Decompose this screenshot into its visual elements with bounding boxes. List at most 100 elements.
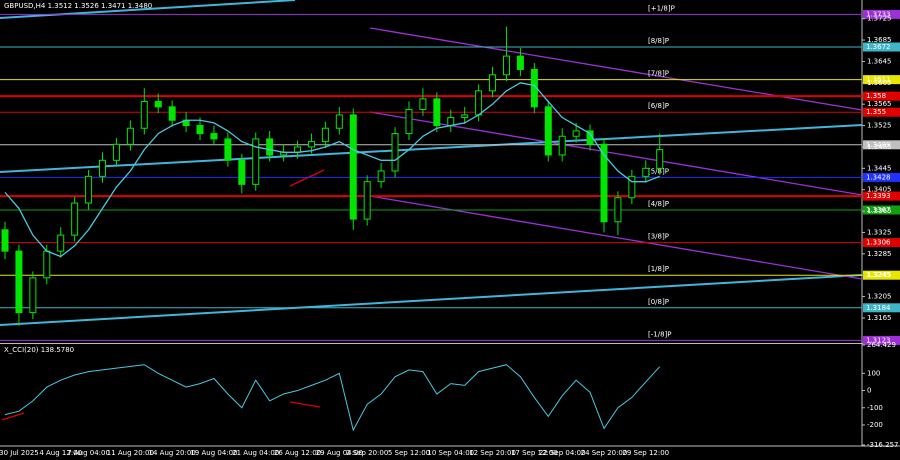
level-label: [-1/8]P bbox=[648, 330, 671, 338]
level-label: [5/8]P bbox=[648, 167, 669, 175]
y-tick-label: 1.3325 bbox=[867, 228, 892, 236]
level-tag bbox=[863, 303, 900, 313]
level-value: 1.3367 bbox=[866, 206, 891, 214]
level-tag bbox=[863, 91, 900, 101]
level-value: 1.3245 bbox=[866, 271, 891, 279]
candle-body bbox=[1, 229, 9, 252]
level-tag bbox=[863, 107, 900, 117]
level-value: 1.3672 bbox=[866, 43, 891, 51]
level-label: [6/8]P bbox=[648, 102, 669, 110]
x-tick-label: 4 Aug 12:00 bbox=[39, 449, 82, 457]
candle-body bbox=[614, 197, 622, 223]
candle-body bbox=[168, 106, 176, 121]
level-value: 1.3306 bbox=[866, 239, 891, 247]
candle-body bbox=[628, 175, 636, 199]
x-tick-label: 29 Sep 12:00 bbox=[622, 449, 669, 457]
divergence-line bbox=[1, 412, 25, 421]
candle-body bbox=[335, 114, 343, 129]
candle-body bbox=[210, 133, 218, 140]
y-tick-label: 1.3725 bbox=[867, 15, 892, 23]
candle-body bbox=[29, 277, 37, 314]
levels: 1.3733 [+1/8]P 1.3672 [8/8]P 1.3611 [7/8]P 1.3… bbox=[0, 4, 900, 345]
level-value: 1.358 bbox=[866, 92, 886, 100]
level-label: [+1/8]P bbox=[648, 4, 675, 12]
candle-body bbox=[43, 250, 51, 279]
level-tag bbox=[863, 9, 900, 19]
candle-body bbox=[558, 135, 566, 156]
y-tick-label: 264.429 bbox=[867, 341, 896, 349]
x-tick-label: 22 Sep 04:00 bbox=[539, 449, 586, 457]
level-tag bbox=[863, 335, 900, 345]
level-value: 1.3428 bbox=[866, 173, 891, 181]
x-tick-label: 12 Sep 20:00 bbox=[469, 449, 516, 457]
candle-body bbox=[391, 133, 399, 172]
indicator-title: X_CCI(20) 138.5780 bbox=[4, 346, 74, 354]
candle-body bbox=[447, 117, 455, 127]
candle-body bbox=[154, 101, 162, 108]
y-tick-label: -316.257 bbox=[867, 441, 898, 449]
candle-body bbox=[363, 181, 371, 220]
candle-body bbox=[405, 109, 413, 135]
candle-body bbox=[307, 141, 315, 148]
y-tick-label: 1.3685 bbox=[867, 36, 892, 44]
y-tick-label: 1.3605 bbox=[867, 79, 892, 87]
candle-body bbox=[502, 55, 510, 76]
y-tick-label: 1.3645 bbox=[867, 57, 892, 65]
level-value: 1.355 bbox=[866, 108, 886, 116]
y-tick-label: 1.3405 bbox=[867, 186, 892, 194]
level-label: [7/8]P bbox=[648, 70, 669, 78]
x-tick-label: 19 Aug 04:00 bbox=[190, 449, 237, 457]
candle-body bbox=[656, 149, 664, 169]
level-tag bbox=[863, 205, 900, 215]
x-tick-label: 29 Aug 04:00 bbox=[316, 449, 363, 457]
trend-line bbox=[0, 124, 863, 173]
candle-body bbox=[266, 138, 274, 156]
plot bbox=[1, 26, 664, 432]
x-tick-label: 5 Sep 12:00 bbox=[388, 449, 430, 457]
y-tick-label: 1.3445 bbox=[867, 164, 892, 172]
level-tag bbox=[863, 270, 900, 280]
y-tick-label: -100 bbox=[867, 404, 883, 412]
trend-line bbox=[0, 274, 863, 326]
candle-body bbox=[224, 138, 232, 161]
x-tick-label: 2 Sep 20:00 bbox=[346, 449, 388, 457]
level-tag bbox=[863, 238, 900, 248]
candle-body bbox=[600, 143, 608, 223]
level-value: 1.3611 bbox=[866, 76, 891, 84]
level-tag bbox=[863, 75, 900, 85]
candle-body bbox=[433, 98, 441, 127]
x-tick-label: 7 Aug 04:00 bbox=[67, 449, 110, 457]
candle-body bbox=[349, 114, 357, 220]
candle-body bbox=[642, 167, 650, 177]
level-label: [4/8]P bbox=[648, 200, 669, 208]
x-tick-label: 10 Sep 04:00 bbox=[427, 449, 474, 457]
x-tick-label: 30 Jul 2025 bbox=[0, 449, 39, 457]
chart-title: GBPUSD,H4 1.3512 1.3526 1.3471 1.3480 bbox=[4, 2, 152, 10]
level-label: [8/8]P bbox=[648, 37, 669, 45]
candle-body bbox=[475, 90, 483, 116]
moving-average bbox=[4, 82, 660, 258]
candle-body bbox=[419, 98, 427, 111]
candle-body bbox=[544, 106, 552, 156]
candle-body bbox=[57, 234, 65, 252]
candle-body bbox=[238, 159, 246, 185]
candle-body bbox=[461, 114, 469, 119]
cci-line bbox=[4, 364, 661, 432]
x-tick-label: 14 Aug 20:00 bbox=[149, 449, 196, 457]
candle-body bbox=[71, 202, 79, 236]
candle-body bbox=[85, 175, 93, 204]
trend-lines bbox=[0, 0, 863, 421]
candle-body bbox=[99, 159, 107, 177]
y-tick-label: -200 bbox=[867, 421, 883, 429]
y-tick-label: 1.3525 bbox=[867, 122, 892, 130]
candle-body bbox=[516, 55, 524, 70]
y-tick-label: 1.3245 bbox=[867, 271, 892, 279]
candle-body bbox=[377, 170, 385, 183]
x-tick-label: 11 Aug 20:00 bbox=[107, 449, 154, 457]
y-tick-label: 1.3285 bbox=[867, 250, 892, 258]
level-label: [0/8]P bbox=[648, 298, 669, 306]
y-tick-label: 1.3485 bbox=[867, 143, 892, 151]
level-tag bbox=[863, 191, 900, 201]
